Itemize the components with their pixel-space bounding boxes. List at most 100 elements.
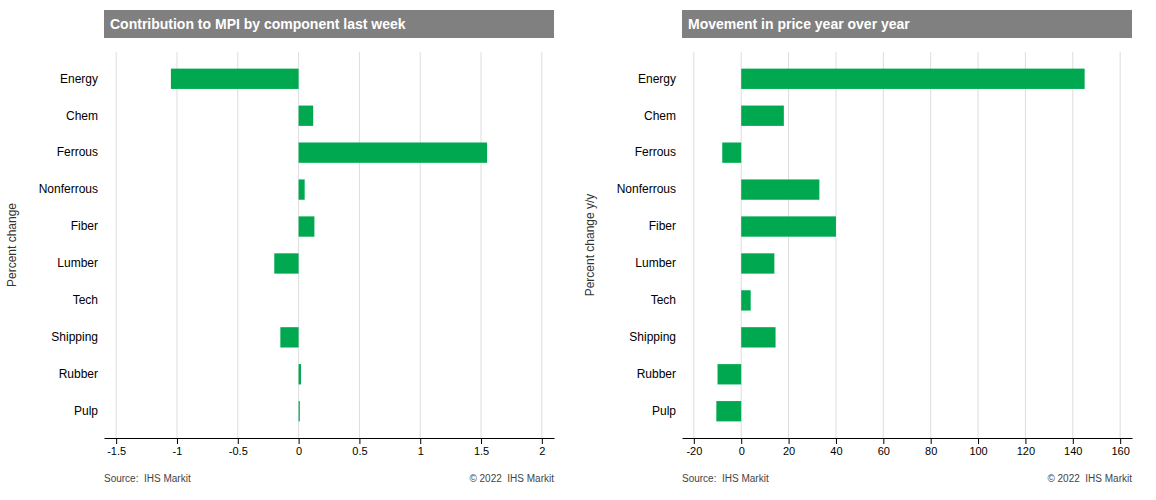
- tick: Chem: [644, 109, 676, 123]
- bar: [298, 290, 299, 310]
- tick: Nonferrous: [617, 182, 676, 196]
- tick: 80: [925, 438, 937, 457]
- axis-title: Percent change y/y: [583, 194, 597, 297]
- tick-label: 0: [296, 445, 302, 457]
- category-label: Pulp: [652, 404, 676, 418]
- grid-line: [1025, 52, 1026, 438]
- grid-line: [1072, 52, 1073, 438]
- tick: 0: [296, 438, 302, 457]
- category-label: Rubber: [637, 367, 676, 381]
- category-label: Tech: [651, 293, 676, 307]
- category-label: Rubber: [59, 367, 98, 381]
- tick-label: 1: [418, 445, 424, 457]
- tick-mark: [836, 438, 837, 444]
- tick: 160: [1111, 438, 1129, 457]
- bar: [280, 327, 298, 347]
- tick: Tech: [73, 293, 98, 307]
- tick-mark: [1120, 438, 1121, 444]
- bar: [299, 106, 314, 126]
- tick-label: 1.5: [474, 445, 489, 457]
- bar: [299, 142, 488, 162]
- category-label: Fiber: [71, 219, 98, 233]
- title-banner: [104, 10, 554, 38]
- tick: -0.5: [229, 438, 248, 457]
- tick-label: 2: [539, 445, 545, 457]
- tick: 1.5: [474, 438, 489, 457]
- bar: [171, 69, 299, 89]
- tick: Energy: [638, 72, 676, 86]
- tick-label: -1.5: [107, 445, 126, 457]
- tick-label: 100: [969, 445, 987, 457]
- tick-mark: [789, 438, 790, 444]
- bar: [299, 401, 300, 421]
- category-label: Energy: [638, 72, 676, 86]
- tick-mark: [883, 438, 884, 444]
- category-label: Ferrous: [635, 145, 676, 159]
- tick: Chem: [66, 109, 98, 123]
- x-axis: -20020406080100120140160: [683, 438, 1133, 457]
- tick: 60: [878, 438, 890, 457]
- category-label: Lumber: [57, 256, 98, 270]
- tick-mark: [299, 438, 300, 444]
- tick: Rubber: [59, 367, 98, 381]
- tick: 140: [1064, 438, 1082, 457]
- tick: Pulp: [74, 404, 98, 418]
- category-label: Fiber: [649, 219, 676, 233]
- grid-line: [1120, 52, 1121, 438]
- grid-line: [693, 52, 694, 438]
- tick: Shipping: [629, 330, 676, 344]
- grid-line: [788, 52, 789, 438]
- tick-label: 140: [1064, 445, 1082, 457]
- grid-line: [420, 52, 421, 438]
- grid: [694, 52, 1120, 438]
- tick-mark: [238, 438, 239, 444]
- category-label: Ferrous: [57, 145, 98, 159]
- category-label: Nonferrous: [617, 182, 676, 196]
- grid: [116, 52, 542, 438]
- tick: 1: [418, 438, 424, 457]
- chart-title: Movement in price year over year: [688, 16, 910, 32]
- tick-mark: [359, 438, 360, 444]
- tick: -1.5: [107, 438, 126, 457]
- chart-canvas: Contribution to MPI by component last we…: [0, 0, 1156, 500]
- category-label: Lumber: [635, 256, 676, 270]
- y-axis: Energy Chem Ferrous Nonferrous Fiber Lumber Te…: [617, 72, 677, 418]
- bar: [741, 106, 784, 126]
- bars: [171, 69, 487, 422]
- tick-mark: [694, 438, 695, 444]
- grid-line: [930, 52, 931, 438]
- tick-label: 120: [1017, 445, 1035, 457]
- tick: Rubber: [637, 367, 676, 381]
- grid-line: [835, 52, 836, 438]
- category-label: Chem: [644, 109, 676, 123]
- tick-mark: [116, 438, 117, 444]
- tick: Lumber: [635, 256, 676, 270]
- tick-mark: [741, 438, 742, 444]
- tick-mark: [978, 438, 979, 444]
- category-label: Pulp: [74, 404, 98, 418]
- tick-label: 40: [830, 445, 842, 457]
- category-label: Shipping: [629, 330, 676, 344]
- annotation: Source: IHS Markit: [104, 473, 191, 484]
- bar: [741, 253, 774, 273]
- tick: 0.5: [352, 438, 367, 457]
- tick: Lumber: [57, 256, 98, 270]
- tick-label: -1: [173, 445, 183, 457]
- tick: Nonferrous: [39, 182, 98, 196]
- grid-line: [541, 52, 542, 438]
- bars: [716, 69, 1084, 422]
- tick: Energy: [60, 72, 98, 86]
- grid-line: [883, 52, 884, 438]
- panel: Contribution to MPI by component last we…: [5, 10, 555, 484]
- tick: Shipping: [51, 330, 98, 344]
- tick-label: 0: [739, 445, 745, 457]
- tick: Pulp: [652, 404, 676, 418]
- tick: Tech: [651, 293, 676, 307]
- bar: [741, 290, 750, 310]
- category-label: Tech: [73, 293, 98, 307]
- grid-line: [116, 52, 117, 438]
- x-axis: -1.5 -1 -0.5 0 0.5 1 1.5 2: [105, 438, 555, 457]
- category-label: Chem: [66, 109, 98, 123]
- axis-title: Percent change: [5, 203, 19, 287]
- tick: 2: [539, 438, 545, 457]
